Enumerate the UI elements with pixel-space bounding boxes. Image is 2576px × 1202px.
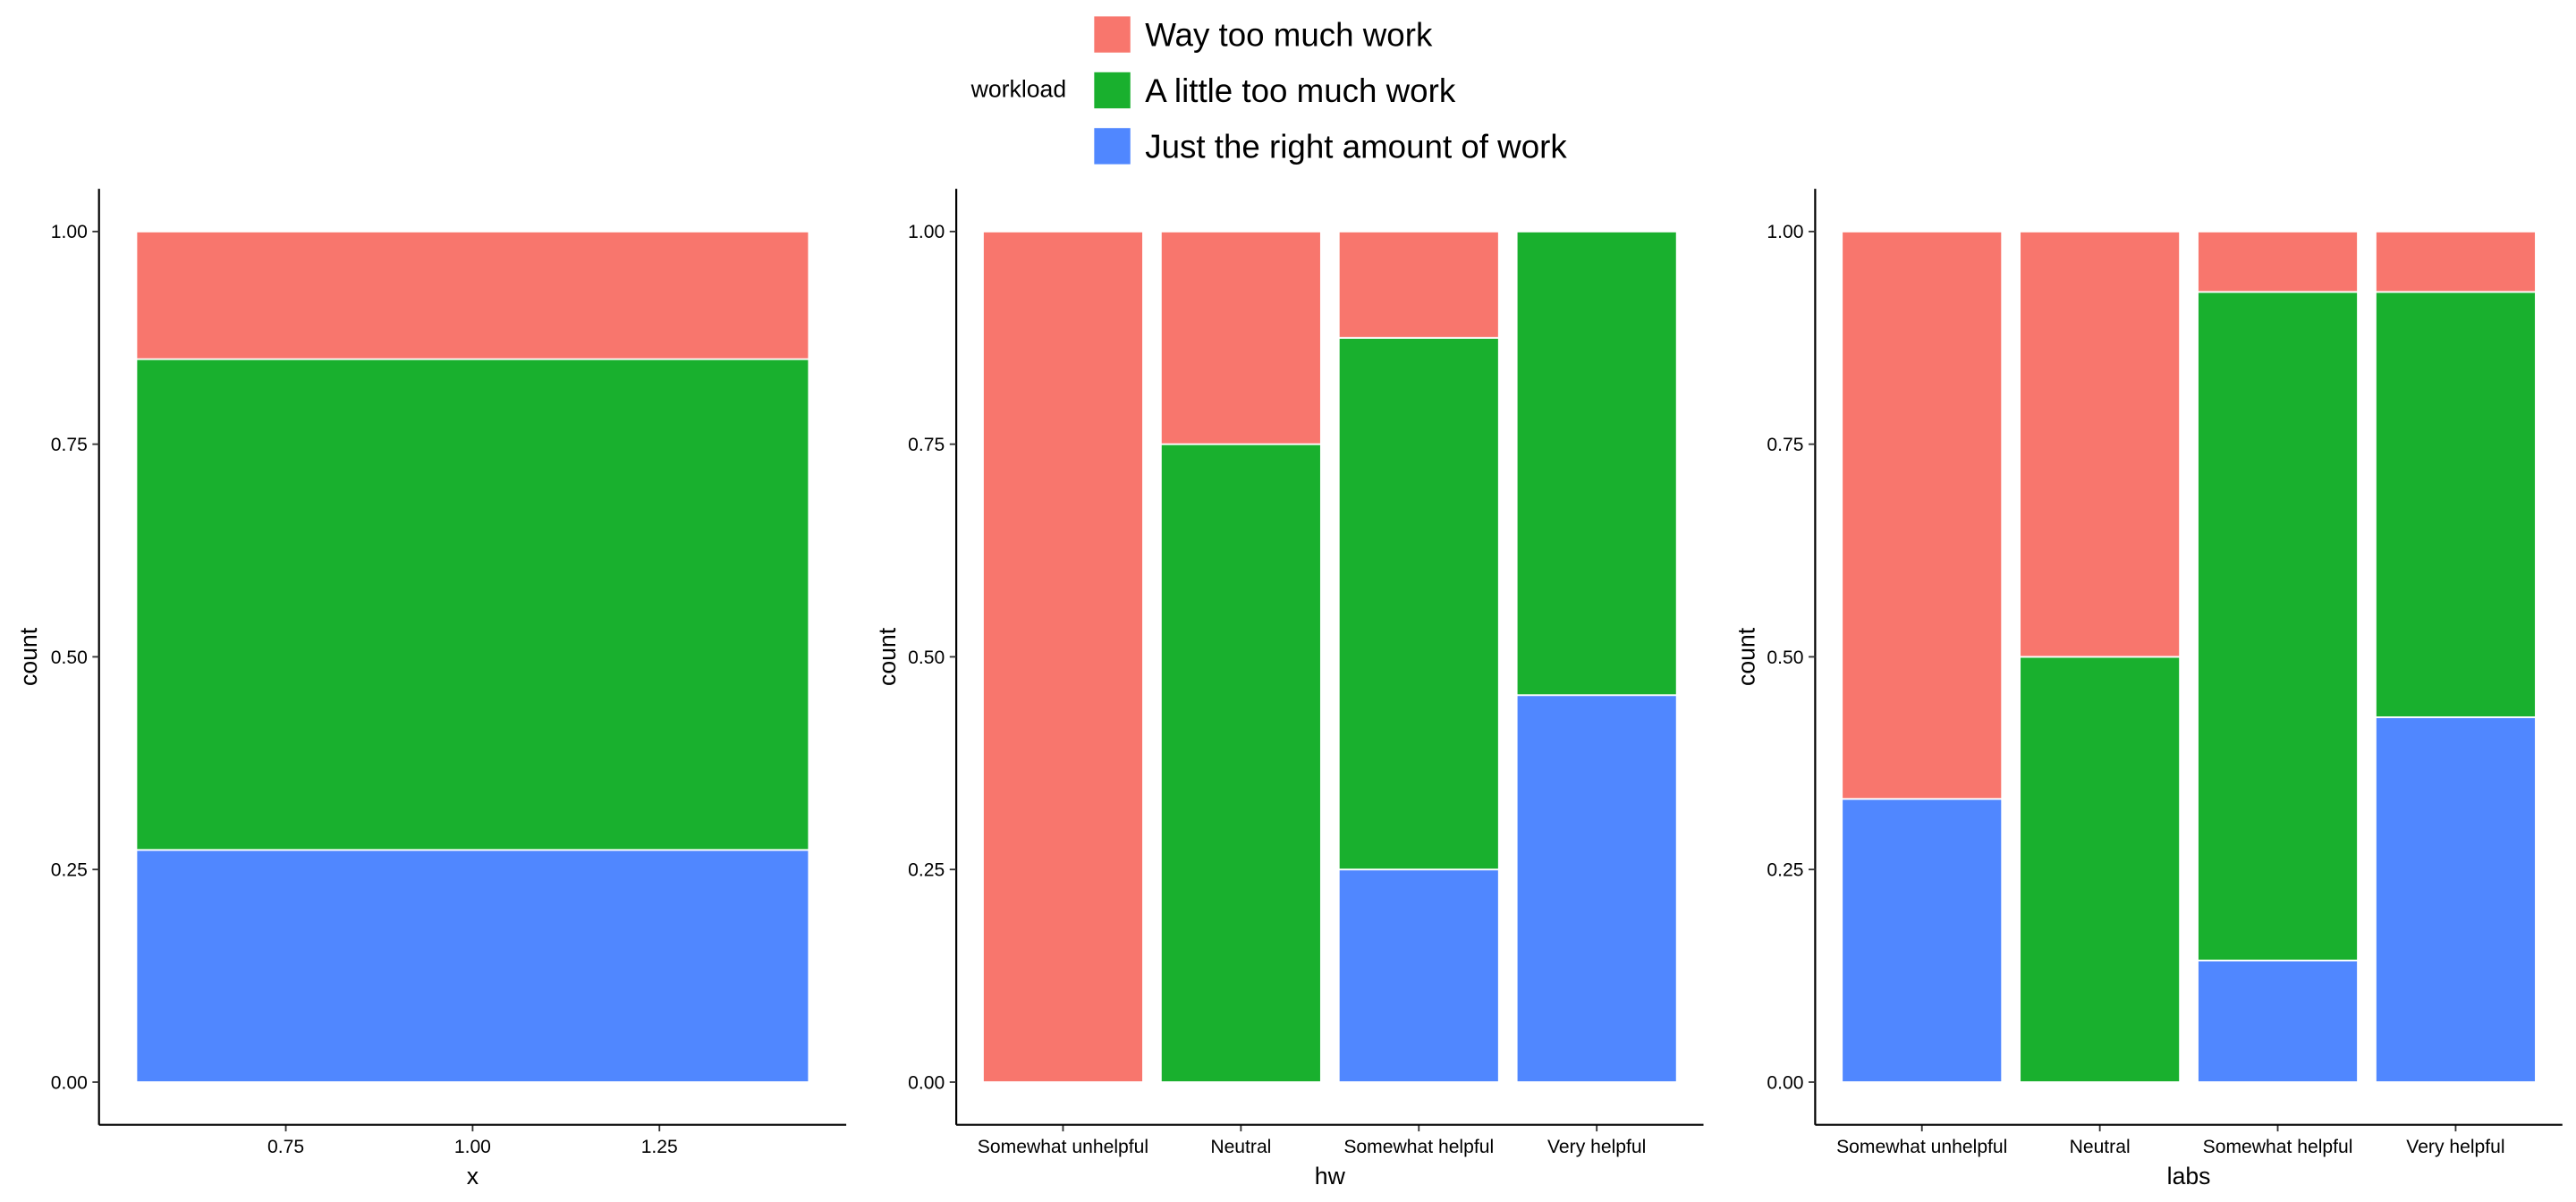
y-tick-label: 0.75	[51, 435, 88, 455]
x-axis-title: hw	[1315, 1163, 1346, 1189]
legend-key-way-too-much	[1094, 16, 1131, 53]
y-tick-label: 0.50	[908, 648, 945, 668]
panel-x: 0.75 1.00 1.25 0.00 0.25 0.50 0.75 1.00 x count	[15, 189, 847, 1189]
x-tick-label: Somewhat unhelpful	[1836, 1137, 2007, 1157]
y-tick-label: 0.75	[908, 435, 945, 455]
x-tick-label: Somewhat helpful	[1343, 1137, 1494, 1157]
x-axis-title: labs	[2167, 1163, 2211, 1189]
y-tick-label: 0.25	[51, 860, 88, 881]
y-tick-label: 0.50	[51, 648, 88, 668]
x-tick-label: 1.00	[454, 1137, 491, 1157]
bar-segment	[2019, 656, 2182, 1083]
legend: workload Way too much work A little too …	[970, 16, 1567, 165]
legend-key-little-too-much	[1094, 72, 1131, 109]
legend-title: workload	[970, 75, 1067, 102]
bar-segment	[135, 358, 810, 851]
y-tick-label: 0.50	[1767, 648, 1803, 668]
bar-segment	[2019, 230, 2182, 658]
x-tick-label: 1.25	[641, 1137, 678, 1157]
y-axis-title: count	[1733, 627, 1759, 686]
y-tick-label: 1.00	[1767, 222, 1803, 242]
bar-segment	[2197, 960, 2359, 1083]
y-tick-label: 0.00	[1767, 1072, 1803, 1093]
x-tick-label: Very helpful	[1547, 1137, 1646, 1157]
bar-segment	[2197, 230, 2359, 293]
y-tick-label: 0.00	[51, 1072, 88, 1093]
x-tick-label: Neutral	[1210, 1137, 1271, 1157]
panel-labs: Somewhat unhelpful Neutral Somewhat helpfu…	[1733, 189, 2563, 1189]
bar-segment	[1515, 694, 1678, 1083]
bar-segment	[982, 230, 1144, 1083]
bar-segment	[2197, 291, 2359, 961]
x-tick-label: Somewhat unhelpful	[978, 1137, 1148, 1157]
x-tick-label: Very helpful	[2406, 1137, 2504, 1157]
bar-segment	[1337, 336, 1500, 871]
bar-segment	[1159, 230, 1322, 445]
bar-segment	[2375, 716, 2537, 1083]
y-tick-label: 0.25	[908, 860, 945, 881]
bar-segment	[1841, 230, 2004, 800]
bar-segment	[135, 230, 810, 360]
bar-segment	[1159, 443, 1322, 1083]
bar-segment	[2375, 230, 2537, 293]
y-tick-label: 0.75	[1767, 435, 1803, 455]
y-tick-label: 0.25	[1767, 860, 1803, 881]
x-tick-label: 0.75	[267, 1137, 304, 1157]
legend-label-little-too-much: A little too much work	[1145, 72, 1456, 109]
legend-label-just-right: Just the right amount of work	[1145, 128, 1567, 165]
bar-segment	[1515, 230, 1678, 697]
bar-segment	[2375, 291, 2537, 718]
bar-segment	[1337, 230, 1500, 339]
bar-segment	[1337, 868, 1500, 1083]
y-tick-label: 1.00	[51, 222, 88, 242]
x-tick-label: Somewhat helpful	[2203, 1137, 2353, 1157]
y-axis-title: count	[874, 627, 901, 686]
y-tick-label: 0.00	[908, 1072, 945, 1093]
x-tick-label: Neutral	[2070, 1137, 2131, 1157]
legend-key-just-right	[1094, 128, 1131, 165]
y-axis-title: count	[15, 627, 42, 686]
bar-segment	[135, 849, 810, 1083]
x-axis-title: x	[467, 1163, 479, 1189]
legend-label-way-too-much: Way too much work	[1145, 16, 1433, 53]
y-tick-label: 1.00	[908, 222, 945, 242]
bar-segment	[1841, 798, 2004, 1083]
panel-hw: Somewhat unhelpful Neutral Somewhat helpfu…	[874, 189, 1704, 1189]
